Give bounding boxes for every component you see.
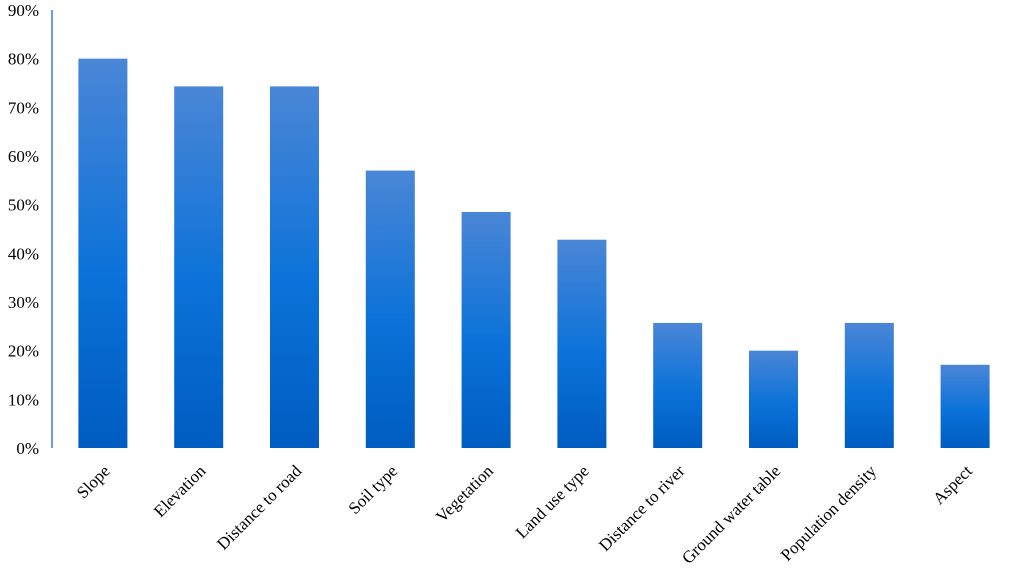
bars: [78, 58, 990, 449]
y-tick-label: 40%: [8, 244, 39, 263]
x-category-label: Distance to road: [213, 461, 306, 554]
bar-distance-to-road: [270, 86, 319, 448]
bar-ground-water-table: [749, 350, 798, 448]
bar-vegetation: [461, 211, 511, 448]
bar-slope: [78, 58, 128, 449]
x-category-label: Soil type: [345, 461, 402, 518]
x-category-label: Ground water table: [678, 461, 784, 567]
x-category-label: Vegetation: [432, 461, 497, 526]
bar-distance-to-river: [653, 322, 703, 448]
x-axis-labels: Slope Elevation Distance to road Soil type V…: [73, 461, 976, 568]
y-tick-label: 20%: [8, 342, 39, 361]
bar-elevation: [174, 86, 224, 448]
x-category-label: Elevation: [150, 461, 210, 521]
y-tick-label: 30%: [8, 293, 39, 312]
x-category-label: Land use type: [512, 461, 593, 542]
bar-land-use-type: [557, 239, 607, 448]
y-axis-ticks: 0% 10% 20% 30% 40% 50% 60% 70% 80% 90%: [8, 1, 39, 458]
x-category-label: Distance to river: [595, 461, 689, 555]
bar-aspect: [940, 364, 990, 448]
y-tick-label: 10%: [8, 390, 39, 409]
y-tick-label: 90%: [8, 1, 39, 20]
y-tick-label: 0%: [16, 439, 39, 458]
y-tick-label: 80%: [8, 50, 39, 69]
bar-population-density: [844, 322, 894, 448]
bar-soil-type: [365, 170, 415, 448]
x-category-label: Aspect: [929, 461, 976, 508]
y-tick-label: 70%: [8, 98, 39, 117]
y-tick-label: 50%: [8, 196, 39, 215]
x-category-label: Population density: [777, 461, 881, 565]
y-tick-label: 60%: [8, 147, 39, 166]
x-category-label: Slope: [73, 461, 114, 502]
